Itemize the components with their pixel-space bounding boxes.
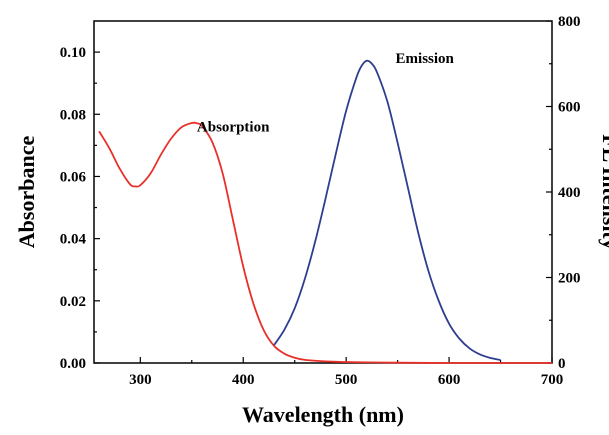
y2-tick-label: 600 [558,100,581,116]
y2-tick-label: 400 [558,185,581,201]
series-line-absorption [98,121,552,364]
y2-tick-label: 200 [558,271,581,287]
x-tick-label: 600 [438,372,461,388]
annotation-layer: Absorption Emission [197,51,455,135]
x-tick-label: 300 [129,372,152,388]
x-tick-label: 400 [232,372,255,388]
x-tick-label: 700 [541,372,564,388]
y-axis-title: Absorbance [14,136,39,249]
y-tick-label: 0.04 [60,232,87,248]
y-tick-label: 0.10 [60,45,86,61]
series-line-emission [273,59,501,361]
x-tick-label: 500 [335,372,358,388]
plot-frame [93,20,553,364]
series-layer [98,59,552,364]
y2-tick-label: 800 [558,14,581,30]
y-tick-label: 0.06 [60,169,87,185]
x-axis-title: Wavelength (nm) [242,402,404,427]
annotation-absorption: Absorption [197,119,270,135]
ticks [94,20,553,364]
tick-labels: 300 400 500 600 700 0.00 0.02 0.04 0.06 0.08 0.10 0… [60,14,581,388]
y2-tick-label: 0 [558,356,566,372]
y2-axis-title: FL Intensity [598,134,609,250]
annotation-emission: Emission [396,51,455,67]
y-tick-label: 0.08 [60,107,86,123]
y-tick-label: 0.02 [60,294,86,310]
y-tick-label: 0.00 [60,356,86,372]
